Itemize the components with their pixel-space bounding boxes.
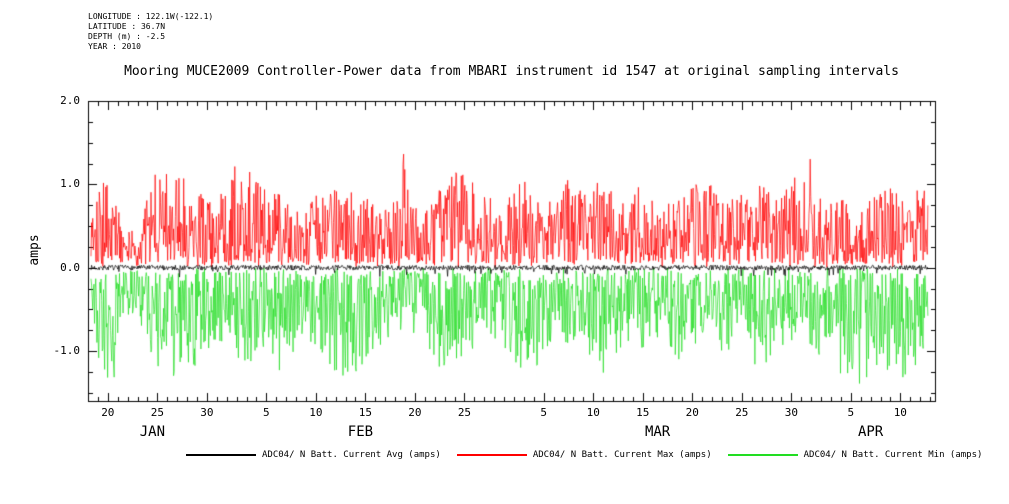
legend: ADC04/ N Batt. Current Avg (amps) ADC04/… xyxy=(186,450,982,460)
legend-entry-min: ADC04/ N Batt. Current Min (amps) xyxy=(727,450,983,460)
legend-entry-max: ADC04/ N Batt. Current Max (amps) xyxy=(456,450,712,460)
meta-longitude: LONGITUDE : 122.1W(-122.1) xyxy=(88,12,214,21)
min-line-swatch xyxy=(727,454,798,456)
legend-label-max: ADC04/ N Batt. Current Max (amps) xyxy=(532,450,712,460)
metadata-block: LONGITUDE : 122.1W(-122.1) LATITUDE : 36… xyxy=(88,12,213,52)
legend-label-avg: ADC04/ N Batt. Current Avg (amps) xyxy=(262,450,441,460)
legend-label-min: ADC04/ N Batt. Current Min (amps) xyxy=(803,450,983,460)
legend-entry-avg: ADC04/ N Batt. Current Avg (amps) xyxy=(186,450,441,460)
meta-latitude: LATITUDE : 36.7N xyxy=(88,22,166,31)
y-axis-label: amps xyxy=(27,234,42,266)
meta-depth: DEPTH (m) : -2.5 xyxy=(88,32,166,41)
meta-year: YEAR : 2010 xyxy=(88,42,141,51)
chart-title: Mooring MUCE2009 Controller-Power data f… xyxy=(124,64,899,79)
max-line-swatch xyxy=(456,454,527,456)
avg-line-swatch xyxy=(186,454,256,456)
